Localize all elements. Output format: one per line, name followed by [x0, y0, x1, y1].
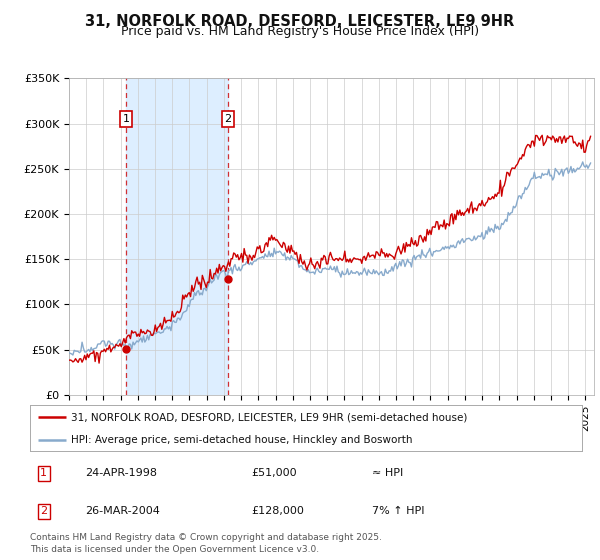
Text: £128,000: £128,000: [251, 506, 304, 516]
Bar: [126, 78, 228, 395]
Text: 26-MAR-2004: 26-MAR-2004: [85, 506, 160, 516]
Text: 31, NORFOLK ROAD, DESFORD, LEICESTER, LE9 9HR (semi-detached house): 31, NORFOLK ROAD, DESFORD, LEICESTER, LE…: [71, 412, 468, 422]
Text: £51,000: £51,000: [251, 468, 296, 478]
Text: Contains HM Land Registry data © Crown copyright and database right 2025.
This d: Contains HM Land Registry data © Crown c…: [30, 533, 382, 554]
Text: 1: 1: [122, 114, 130, 124]
Text: ≈ HPI: ≈ HPI: [372, 468, 403, 478]
Text: 7% ↑ HPI: 7% ↑ HPI: [372, 506, 425, 516]
Text: 24-APR-1998: 24-APR-1998: [85, 468, 157, 478]
Text: HPI: Average price, semi-detached house, Hinckley and Bosworth: HPI: Average price, semi-detached house,…: [71, 435, 413, 445]
Text: 31, NORFOLK ROAD, DESFORD, LEICESTER, LE9 9HR: 31, NORFOLK ROAD, DESFORD, LEICESTER, LE…: [85, 14, 515, 29]
Text: 2: 2: [224, 114, 232, 124]
Text: Price paid vs. HM Land Registry's House Price Index (HPI): Price paid vs. HM Land Registry's House …: [121, 25, 479, 38]
Text: 1: 1: [40, 468, 47, 478]
Text: 2: 2: [40, 506, 47, 516]
